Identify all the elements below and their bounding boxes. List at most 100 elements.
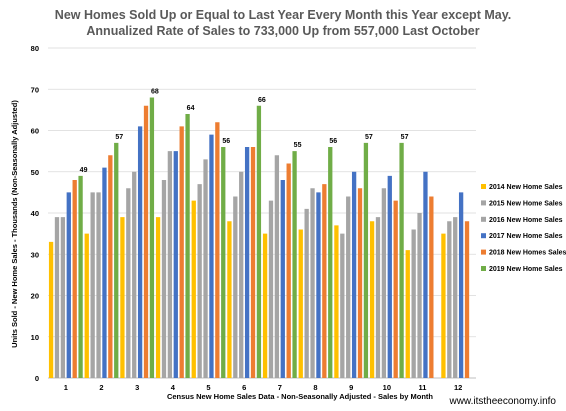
data-label: 66 xyxy=(258,97,266,104)
y-tick-label: 40 xyxy=(31,209,39,218)
bar xyxy=(215,122,220,378)
y-axis-ticks: 0 10 20 30 40 50 60 70 80 xyxy=(31,44,39,383)
y-tick-label: 20 xyxy=(31,292,39,301)
bar xyxy=(334,225,339,378)
bar xyxy=(304,208,309,378)
bar xyxy=(298,229,303,378)
bar xyxy=(244,147,250,378)
bar xyxy=(48,241,54,378)
bar xyxy=(405,250,410,378)
bar xyxy=(185,114,190,378)
bar xyxy=(262,233,268,378)
watermark: www.itstheeconomy.info xyxy=(448,396,556,407)
data-labels: 49 57 68 64 56 66 55 56 57 57 xyxy=(80,89,409,174)
bar xyxy=(423,171,428,378)
bar xyxy=(280,180,285,378)
data-label: 57 xyxy=(401,134,409,141)
bar xyxy=(393,200,398,378)
chart-title: New Homes Sold Up or Equal to Last Year … xyxy=(55,8,511,22)
bar xyxy=(126,188,131,378)
legend-entry: 2017 New Home Sales xyxy=(489,233,563,240)
data-label: 57 xyxy=(115,134,123,141)
bar xyxy=(351,171,357,378)
x-tick-label: 1 xyxy=(64,383,68,392)
data-label: 55 xyxy=(294,142,302,149)
bar xyxy=(78,175,83,378)
legend-entry: 2016 New Home Sales xyxy=(489,217,563,224)
x-tick-label: 12 xyxy=(454,383,462,392)
bar xyxy=(227,221,232,378)
bar xyxy=(381,188,387,378)
data-label: 64 xyxy=(187,105,195,112)
bar xyxy=(399,142,404,378)
legend-swatch xyxy=(481,184,486,189)
data-label: 57 xyxy=(365,134,373,141)
bar xyxy=(274,155,280,378)
bar xyxy=(239,171,244,378)
bar xyxy=(387,175,392,378)
bar xyxy=(132,171,137,378)
bar xyxy=(66,192,71,378)
legend-swatch xyxy=(481,200,486,206)
legend-entry: 2019 New Home Sales xyxy=(489,266,563,273)
legend-swatch xyxy=(481,266,486,271)
bar xyxy=(441,233,446,378)
bar xyxy=(417,213,422,378)
bar xyxy=(60,217,66,378)
data-label: 49 xyxy=(80,167,88,174)
bar xyxy=(114,142,119,378)
bar xyxy=(357,188,363,378)
bar xyxy=(108,155,113,378)
y-tick-label: 50 xyxy=(31,168,39,177)
bar xyxy=(429,196,434,378)
bar xyxy=(256,105,262,378)
legend-entry: 2014 New Home Sales xyxy=(489,184,563,191)
bar xyxy=(167,151,173,378)
y-tick-label: 10 xyxy=(31,333,39,342)
bar xyxy=(161,180,167,378)
bar xyxy=(209,134,214,378)
data-label: 56 xyxy=(222,138,230,145)
bar xyxy=(453,217,458,378)
x-tick-label: 3 xyxy=(135,383,139,392)
x-axis-ticks: 1 2 3 4 5 6 7 8 9 10 11 12 xyxy=(64,383,463,392)
bar xyxy=(191,200,196,378)
bar xyxy=(464,221,470,378)
bar xyxy=(447,221,452,378)
legend-swatch xyxy=(481,233,486,239)
x-tick-label: 6 xyxy=(242,383,246,392)
bar xyxy=(96,192,101,378)
bar xyxy=(72,180,77,378)
y-axis-label: Units Sold - New Home Sales - Thousands … xyxy=(10,100,19,348)
chart-subtitle: Annualized Rate of Sales to 733,000 Up f… xyxy=(86,24,479,38)
bar xyxy=(102,167,107,378)
legend-entry: 2015 New Home Sales xyxy=(489,200,563,207)
bar xyxy=(363,142,369,378)
legend: 2014 New Home Sales 2015 New Home Sales 20… xyxy=(481,184,566,273)
data-label: 56 xyxy=(329,138,337,145)
legend-entry: 2018 New Homes Sales xyxy=(489,250,566,257)
y-tick-label: 30 xyxy=(31,250,39,259)
legend-swatch xyxy=(481,249,486,255)
bar xyxy=(155,217,161,378)
y-tick-label: 80 xyxy=(31,44,39,53)
x-tick-label: 10 xyxy=(383,383,391,392)
x-tick-label: 4 xyxy=(171,383,176,392)
bar xyxy=(90,192,95,378)
x-tick-label: 8 xyxy=(313,383,317,392)
bar xyxy=(197,184,202,378)
bar xyxy=(458,192,464,378)
x-tick-label: 11 xyxy=(419,383,427,392)
bar xyxy=(346,196,351,378)
bar xyxy=(316,192,321,378)
bar xyxy=(221,147,226,378)
y-tick-label: 60 xyxy=(31,127,39,136)
bar xyxy=(268,200,274,378)
bar xyxy=(84,233,89,378)
bar xyxy=(173,151,178,378)
bar xyxy=(322,184,327,378)
bar xyxy=(250,147,256,378)
data-label: 68 xyxy=(151,89,159,96)
